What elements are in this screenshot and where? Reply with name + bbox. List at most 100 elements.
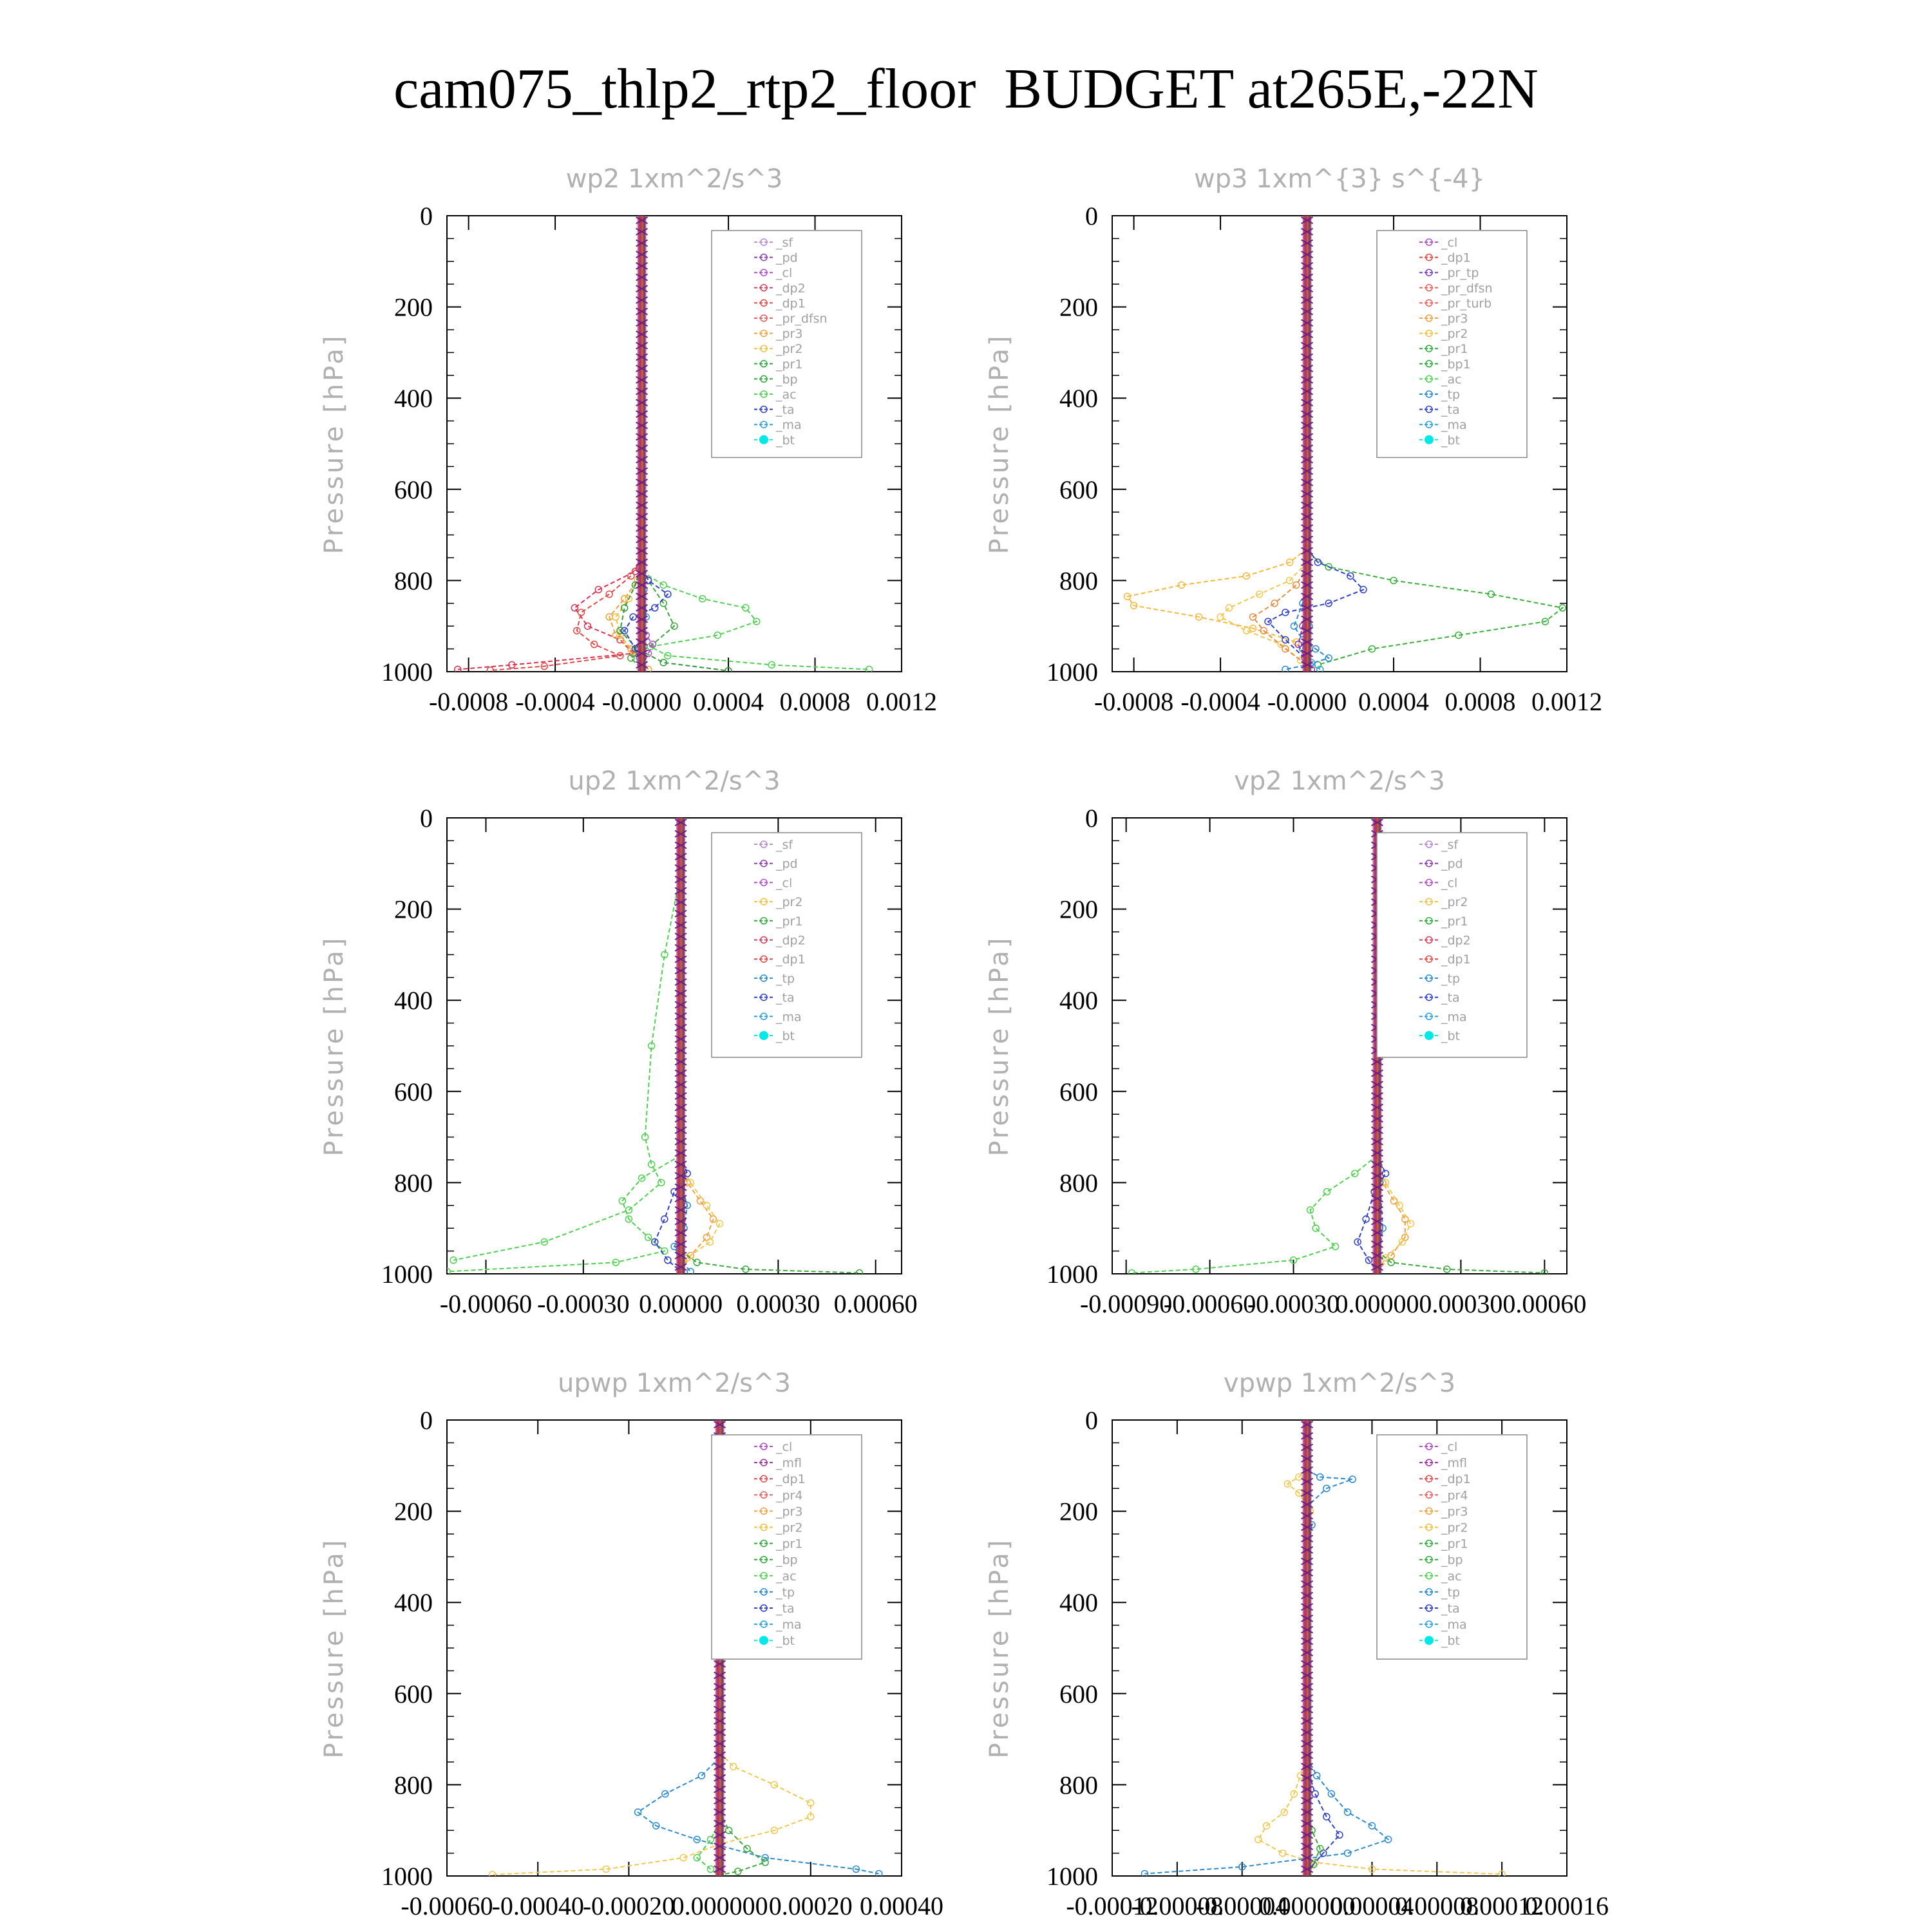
series-marker (1325, 654, 1332, 662)
zero-bundle-marker (674, 864, 687, 872)
legend-item: _sf (754, 838, 793, 852)
zero-bundle-marker (1301, 1785, 1314, 1794)
zero-bundle-marker (714, 1671, 726, 1680)
zero-bundle-marker (1301, 604, 1314, 612)
zero-bundle-marker (714, 1865, 726, 1873)
legend-label: _pr3 (1441, 1504, 1468, 1519)
zero-bundle-marker (1301, 558, 1314, 566)
legend-item: _dp1 (1419, 952, 1471, 967)
zero-bundle-marker (1301, 1569, 1314, 1577)
legend: _sf _pd _cl _pr2 _pr1 _dp2 _dp1 _tp _ta _ma _bt (1376, 832, 1528, 1058)
legend-item: _tp (754, 1586, 795, 1600)
series-group (454, 216, 873, 672)
series-marker (1558, 604, 1567, 612)
series-marker (687, 1179, 694, 1187)
zero-bundle-marker (1301, 1625, 1314, 1634)
zero-bundle-marker (1370, 1229, 1383, 1237)
series-group (1141, 1420, 1506, 1876)
series-marker (612, 1258, 620, 1267)
zero-bundle-marker (1301, 444, 1314, 452)
legend-item: _ma (754, 418, 802, 432)
legend-item: _pd (754, 857, 798, 871)
zero-bundle-marker (674, 978, 687, 986)
legend-label: _pr4 (1441, 1488, 1468, 1502)
legend-label: _tp (775, 1586, 795, 1600)
zero-bundle-marker (1301, 649, 1314, 658)
zero-bundle-marker (674, 1149, 687, 1157)
series-marker (1343, 1808, 1352, 1816)
legend-item: _pr1 (1419, 914, 1468, 929)
series-line (457, 553, 643, 670)
zero-bundle-marker (1301, 296, 1314, 304)
legend-label: _bp (775, 1553, 798, 1567)
legend-item: _dp1 (754, 1472, 806, 1486)
legend-label: _pr2 (1441, 1521, 1468, 1535)
legend-marker (1425, 375, 1433, 383)
legend-item: _pr3 (754, 327, 802, 341)
legend-label: _mfl (1441, 1456, 1467, 1470)
series-marker (1294, 640, 1302, 649)
series-marker (583, 622, 592, 630)
zero-bundle-marker (1301, 1763, 1314, 1770)
zero-bundle-marker (714, 1751, 726, 1759)
legend-item: _pr3 (1419, 312, 1468, 326)
series-line (636, 1757, 879, 1875)
series-marker (1396, 1202, 1403, 1209)
zero-bundle-marker (714, 1763, 726, 1770)
series-marker (1282, 665, 1289, 672)
legend-label: _cl (775, 1440, 792, 1454)
series-marker (1290, 622, 1298, 630)
zero-bundle-marker (1301, 365, 1314, 373)
legend-item: _bp (754, 1553, 798, 1567)
zero-bundle-marker (636, 307, 649, 316)
zero-bundle-marker (714, 1819, 726, 1828)
zero-bundle-marker (1301, 1819, 1314, 1828)
legend-marker (1425, 238, 1433, 246)
y-tick-label: 200 (394, 293, 433, 322)
series-marker (664, 1256, 672, 1264)
legend-item: _pd (754, 251, 798, 265)
legend-label: _ta (1441, 1602, 1460, 1616)
zero-bundle-marker (674, 829, 687, 838)
legend-marker (1425, 269, 1433, 276)
zero-bundle-marker (1370, 819, 1383, 826)
zero-bundle-marker (1370, 1217, 1383, 1226)
zero-bundle-marker (1301, 638, 1314, 646)
zero-bundle-marker (1301, 535, 1314, 544)
series-marker (1368, 645, 1376, 653)
legend-marker (760, 840, 768, 848)
series-marker (1277, 640, 1285, 649)
legend-label: _dp1 (775, 296, 806, 310)
legend-label: _tp (1441, 388, 1460, 402)
series-marker (1282, 609, 1289, 616)
x-tick-label: 0.00012 (1460, 1891, 1544, 1920)
y-tick-label: 200 (1059, 293, 1098, 322)
series-marker (661, 1215, 668, 1223)
series-marker (1443, 1265, 1451, 1273)
zero-bundle-marker (1301, 399, 1314, 407)
zero-bundle-marker (636, 216, 649, 224)
series-marker (634, 1808, 642, 1816)
legend-marker (1425, 1604, 1433, 1612)
series-marker (770, 1781, 779, 1789)
series-marker (1295, 1473, 1303, 1481)
zero-bundle-marker (1301, 262, 1314, 270)
series-marker (1316, 1844, 1324, 1853)
legend-label: _dp1 (1441, 952, 1471, 967)
legend-label: _bp1 (1441, 357, 1471, 372)
legend-marker (760, 314, 768, 322)
zero-bundle-marker (1301, 1580, 1314, 1588)
zero-bundle-marker (636, 319, 649, 327)
legend-item: _ta (754, 991, 795, 1005)
series-marker (649, 640, 657, 649)
legend-label: _pr3 (775, 327, 802, 341)
zero-bundle-marker (1301, 1865, 1314, 1873)
legend-box (711, 1434, 862, 1660)
series-marker (618, 1197, 627, 1205)
series-marker (706, 1865, 715, 1873)
series-marker (540, 1238, 549, 1246)
zero-bundle-marker (674, 943, 687, 952)
legend-label: _ac (775, 1569, 797, 1584)
series-marker (1384, 1835, 1392, 1844)
